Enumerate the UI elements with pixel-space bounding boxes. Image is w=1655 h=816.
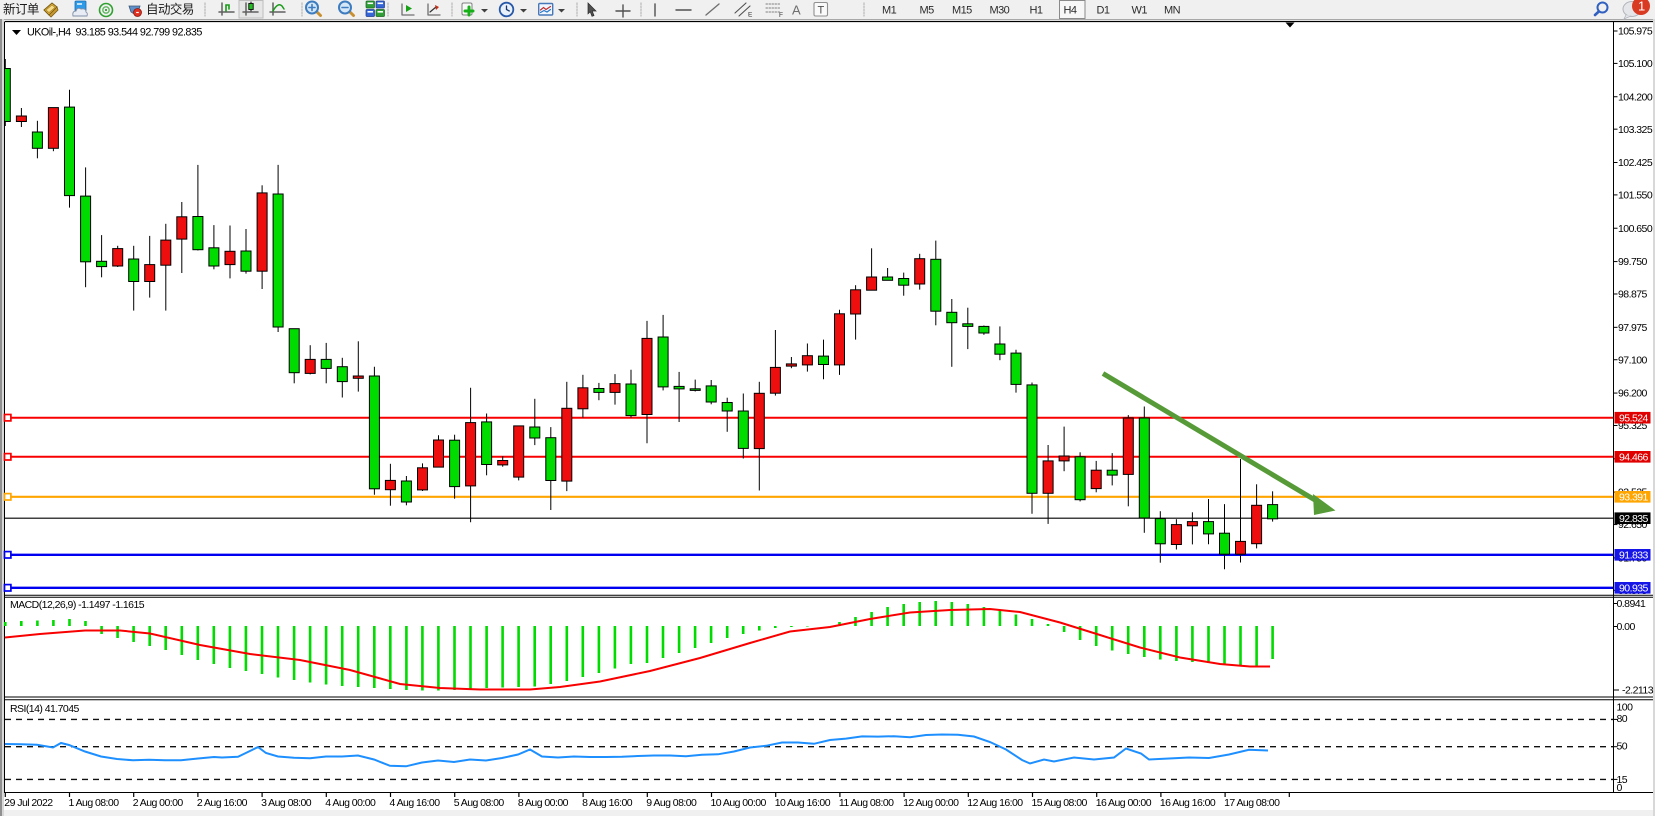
svg-text:0.00: 0.00	[1617, 621, 1636, 633]
svg-text:新订单: 新订单	[3, 2, 39, 17]
svg-text:96.200: 96.200	[1618, 388, 1648, 400]
svg-text:100: 100	[1617, 702, 1634, 714]
svg-text:M30: M30	[990, 5, 1010, 17]
svg-text:1 Aug 08:00: 1 Aug 08:00	[69, 797, 120, 809]
svg-text:94.466: 94.466	[1619, 452, 1649, 464]
svg-text:0: 0	[1617, 782, 1623, 794]
svg-text:15 Aug 08:00: 15 Aug 08:00	[1032, 797, 1088, 809]
svg-text:97.975: 97.975	[1618, 322, 1648, 334]
svg-text:8 Aug 00:00: 8 Aug 00:00	[518, 797, 569, 809]
svg-text:4 Aug 00:00: 4 Aug 00:00	[325, 797, 376, 809]
svg-text:17 Aug 08:00: 17 Aug 08:00	[1224, 797, 1280, 809]
svg-text:H4: H4	[1064, 5, 1077, 17]
svg-text:99.750: 99.750	[1618, 256, 1648, 268]
svg-text:16 Aug 00:00: 16 Aug 00:00	[1096, 797, 1152, 809]
svg-text:UKOil-,H4 93.185 93.544 92.79: UKOil-,H4 93.185 93.544 92.799 92.835	[27, 27, 202, 39]
svg-text:29 Jul 2022: 29 Jul 2022	[4, 797, 53, 809]
svg-text:93.391: 93.391	[1619, 492, 1649, 504]
svg-text:W1: W1	[1132, 5, 1148, 17]
svg-text:16 Aug 16:00: 16 Aug 16:00	[1160, 797, 1216, 809]
svg-text:F: F	[779, 12, 783, 19]
svg-text:101.550: 101.550	[1618, 190, 1653, 202]
svg-text:1: 1	[1638, 0, 1645, 14]
svg-text:8 Aug 16:00: 8 Aug 16:00	[582, 797, 633, 809]
svg-text:A: A	[792, 3, 801, 18]
svg-text:MACD(12,26,9) -1.1497 -1.1615: MACD(12,26,9) -1.1497 -1.1615	[10, 599, 145, 611]
svg-text:97.100: 97.100	[1618, 354, 1648, 366]
svg-text:M1: M1	[882, 5, 897, 17]
svg-text:12 Aug 00:00: 12 Aug 00:00	[903, 797, 959, 809]
svg-text:MN: MN	[1164, 5, 1181, 17]
svg-text:12 Aug 16:00: 12 Aug 16:00	[967, 797, 1023, 809]
svg-text:10 Aug 16:00: 10 Aug 16:00	[775, 797, 831, 809]
svg-text:92.835: 92.835	[1619, 513, 1649, 525]
svg-text:100.650: 100.650	[1618, 223, 1653, 235]
svg-text:T: T	[818, 5, 825, 17]
svg-text:4 Aug 16:00: 4 Aug 16:00	[390, 797, 441, 809]
svg-text:自动交易: 自动交易	[146, 2, 194, 17]
svg-text:2 Aug 00:00: 2 Aug 00:00	[133, 797, 184, 809]
svg-text:105.975: 105.975	[1618, 26, 1653, 38]
svg-text:2 Aug 16:00: 2 Aug 16:00	[197, 797, 248, 809]
svg-text:11 Aug 08:00: 11 Aug 08:00	[839, 797, 894, 809]
svg-text:104.200: 104.200	[1618, 91, 1653, 103]
svg-text:D1: D1	[1097, 5, 1110, 17]
svg-text:15: 15	[1617, 774, 1628, 786]
svg-text:102.425: 102.425	[1618, 157, 1653, 169]
svg-text:98.875: 98.875	[1618, 289, 1648, 301]
svg-text:M5: M5	[920, 5, 935, 17]
svg-text:E: E	[748, 12, 753, 19]
svg-text:M15: M15	[952, 5, 972, 17]
svg-text:95.524: 95.524	[1619, 413, 1649, 425]
svg-text:H1: H1	[1030, 5, 1043, 17]
svg-text:80: 80	[1617, 713, 1628, 725]
svg-text:105.100: 105.100	[1618, 58, 1653, 70]
svg-text:5 Aug 08:00: 5 Aug 08:00	[454, 797, 505, 809]
svg-text:9 Aug 08:00: 9 Aug 08:00	[646, 797, 697, 809]
svg-text:10 Aug 00:00: 10 Aug 00:00	[711, 797, 767, 809]
svg-text:RSI(14) 41.7045: RSI(14) 41.7045	[10, 703, 80, 715]
svg-text:50: 50	[1617, 741, 1628, 753]
svg-text:0.8941: 0.8941	[1617, 598, 1647, 610]
svg-text:91.833: 91.833	[1619, 550, 1649, 562]
svg-text:90.935: 90.935	[1619, 583, 1649, 595]
svg-text:103.325: 103.325	[1618, 124, 1653, 136]
svg-text:-2.2113: -2.2113	[1622, 685, 1654, 697]
svg-text:3 Aug 08:00: 3 Aug 08:00	[261, 797, 312, 809]
